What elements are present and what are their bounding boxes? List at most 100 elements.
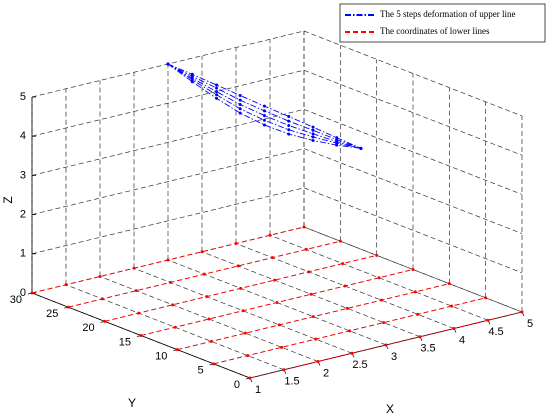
x-tick-label: 1	[255, 384, 261, 396]
point	[215, 86, 219, 90]
point	[241, 309, 245, 313]
point	[316, 360, 320, 363]
point	[311, 125, 315, 129]
grid-line	[31, 109, 305, 176]
point	[168, 280, 172, 284]
y-tick-label: 15	[119, 336, 131, 348]
point	[484, 296, 488, 300]
point	[418, 335, 422, 339]
point	[447, 282, 451, 286]
z-tick-label: 2	[20, 209, 26, 221]
point	[132, 266, 136, 270]
point	[139, 334, 143, 337]
point	[343, 284, 347, 288]
point	[236, 264, 240, 268]
point	[379, 298, 383, 302]
z-tick-label: 0	[20, 287, 26, 299]
point	[268, 233, 272, 237]
point	[262, 114, 266, 118]
point	[262, 109, 266, 113]
point	[103, 319, 107, 323]
x-tick-label: 5	[527, 318, 533, 330]
point	[173, 325, 177, 329]
point	[238, 93, 242, 97]
point	[416, 312, 420, 316]
y-tick-label: 25	[46, 308, 58, 320]
legend-box	[339, 3, 546, 43]
point	[411, 268, 415, 271]
point	[100, 297, 104, 301]
x-tick-label: 3	[391, 351, 397, 363]
legend: The 5 steps deformation of upper line The…	[339, 3, 546, 43]
point	[207, 317, 211, 321]
y-tick-label: 10	[155, 351, 167, 363]
point	[382, 321, 386, 325]
point	[215, 93, 219, 97]
point	[304, 247, 308, 251]
point	[200, 250, 204, 254]
grid-line	[303, 69, 523, 156]
point	[134, 289, 138, 293]
point	[246, 354, 250, 358]
x-tick-label: 1.5	[284, 376, 299, 388]
y-axis-label: Y	[128, 396, 136, 410]
point	[359, 146, 363, 150]
z-tick-label: 4	[20, 130, 26, 142]
point	[137, 311, 141, 315]
point	[377, 276, 381, 280]
point	[166, 258, 170, 262]
point	[287, 114, 291, 118]
grid-line	[303, 109, 523, 195]
point	[350, 351, 354, 355]
point	[287, 123, 291, 127]
point	[262, 118, 266, 122]
x-axis-label: X	[386, 402, 394, 416]
point	[238, 107, 242, 111]
point	[277, 323, 281, 327]
point	[452, 327, 456, 330]
point	[273, 278, 277, 282]
point	[311, 128, 315, 132]
line-series	[167, 63, 361, 149]
point	[275, 301, 279, 304]
point	[280, 345, 284, 349]
point	[287, 132, 291, 136]
z-tick-label: 3	[20, 169, 26, 181]
point	[341, 262, 345, 266]
point	[202, 272, 206, 276]
point	[238, 111, 242, 115]
grid-line	[303, 148, 523, 234]
legend-label: The 5 steps deformation of upper line	[380, 9, 515, 19]
grid-line	[303, 30, 523, 117]
point	[338, 239, 342, 243]
point	[384, 343, 388, 347]
point	[215, 83, 219, 87]
point	[270, 256, 274, 260]
y-tick-label: 30	[10, 294, 22, 306]
point	[238, 98, 242, 102]
point	[450, 304, 454, 308]
grid-line	[31, 148, 305, 215]
point	[190, 80, 194, 84]
point	[239, 286, 243, 290]
point	[215, 90, 219, 94]
point	[311, 135, 315, 139]
point	[413, 290, 417, 294]
point	[311, 315, 315, 319]
point	[66, 305, 70, 309]
point	[309, 292, 313, 296]
point	[171, 303, 175, 307]
point	[234, 242, 238, 245]
point	[205, 295, 209, 299]
point	[282, 368, 286, 372]
point	[98, 275, 102, 278]
point	[375, 253, 379, 257]
point	[238, 102, 242, 106]
point	[311, 132, 315, 136]
y-tick-label: 20	[82, 322, 94, 334]
point	[307, 270, 311, 274]
point	[345, 306, 349, 310]
grid-line	[303, 187, 523, 274]
x-tick-label: 2	[323, 367, 329, 379]
point	[175, 348, 179, 352]
